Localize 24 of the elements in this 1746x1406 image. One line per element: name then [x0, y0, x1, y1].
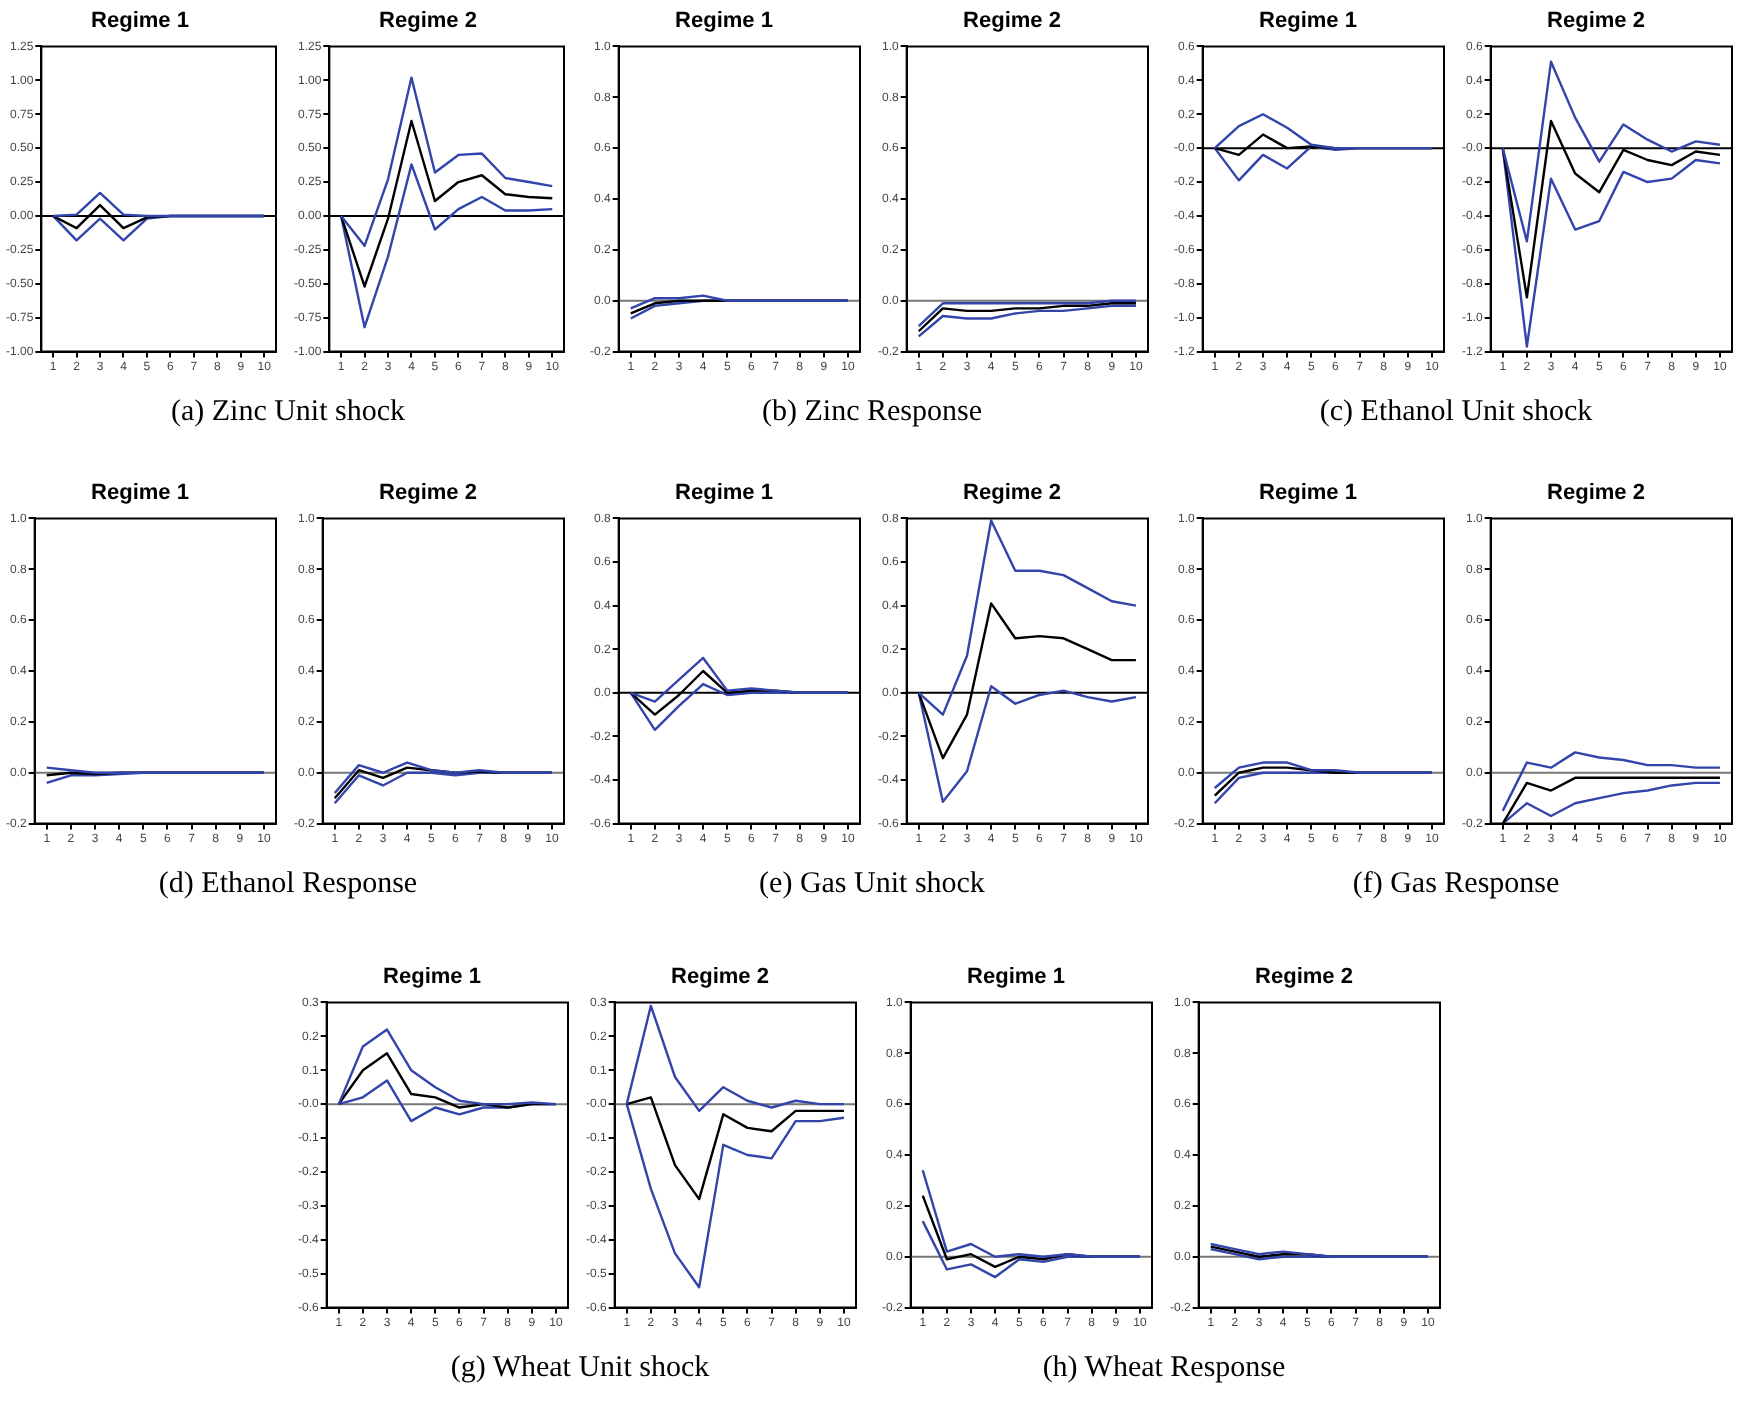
chart-title: Regime 1: [675, 9, 773, 34]
chart-title: Regime 1: [91, 481, 189, 506]
chart-title: Regime 1: [383, 965, 481, 990]
chart-title: Regime 2: [1255, 965, 1353, 990]
text: (d) Ethanol Response: [156, 868, 420, 902]
chart-title: Regime 2: [963, 9, 1061, 34]
chart-title: Regime 1: [1259, 9, 1357, 34]
chart-title: Regime 2: [379, 481, 477, 506]
chart-title: Regime 2: [379, 9, 477, 34]
text: (c) Ethanol Unit shock: [1317, 396, 1595, 430]
chart-title: Regime 1: [91, 9, 189, 34]
chart-title: Regime 2: [671, 965, 769, 990]
chart-title: Regime 2: [1547, 9, 1645, 34]
chart-title: Regime 2: [963, 481, 1061, 506]
text: (e) Gas Unit shock: [757, 868, 987, 902]
text: (b) Zinc Response: [760, 396, 984, 430]
text: (h) Wheat Response: [1040, 1352, 1288, 1386]
text: (a) Zinc Unit shock: [168, 396, 408, 430]
chart-title: Regime 1: [1259, 481, 1357, 506]
chart-title: Regime 2: [1547, 481, 1645, 506]
chart-title: Regime 1: [967, 965, 1065, 990]
text: (f) Gas Response: [1350, 868, 1562, 902]
text: (g) Wheat Unit shock: [448, 1352, 712, 1386]
chart-title: Regime 1: [675, 481, 773, 506]
